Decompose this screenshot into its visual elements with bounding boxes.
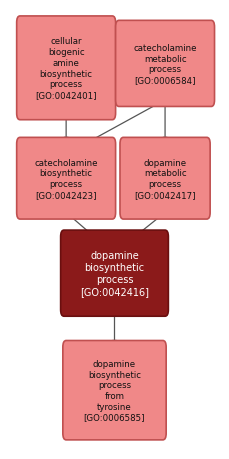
FancyBboxPatch shape xyxy=(17,17,116,120)
FancyBboxPatch shape xyxy=(116,21,215,107)
FancyBboxPatch shape xyxy=(120,138,210,219)
Text: dopamine
biosynthetic
process
from
tyrosine
[GO:0006585]: dopamine biosynthetic process from tyros… xyxy=(84,359,145,422)
FancyBboxPatch shape xyxy=(61,230,168,317)
Text: dopamine
biosynthetic
process
[GO:0042416]: dopamine biosynthetic process [GO:004241… xyxy=(80,251,149,297)
FancyBboxPatch shape xyxy=(17,138,116,219)
Text: catecholamine
metabolic
process
[GO:0006584]: catecholamine metabolic process [GO:0006… xyxy=(133,44,197,85)
Text: cellular
biogenic
amine
biosynthetic
process
[GO:0042401]: cellular biogenic amine biosynthetic pro… xyxy=(35,37,97,100)
FancyBboxPatch shape xyxy=(63,341,166,440)
Text: dopamine
metabolic
process
[GO:0042417]: dopamine metabolic process [GO:0042417] xyxy=(134,158,196,199)
Text: catecholamine
biosynthetic
process
[GO:0042423]: catecholamine biosynthetic process [GO:0… xyxy=(34,158,98,199)
